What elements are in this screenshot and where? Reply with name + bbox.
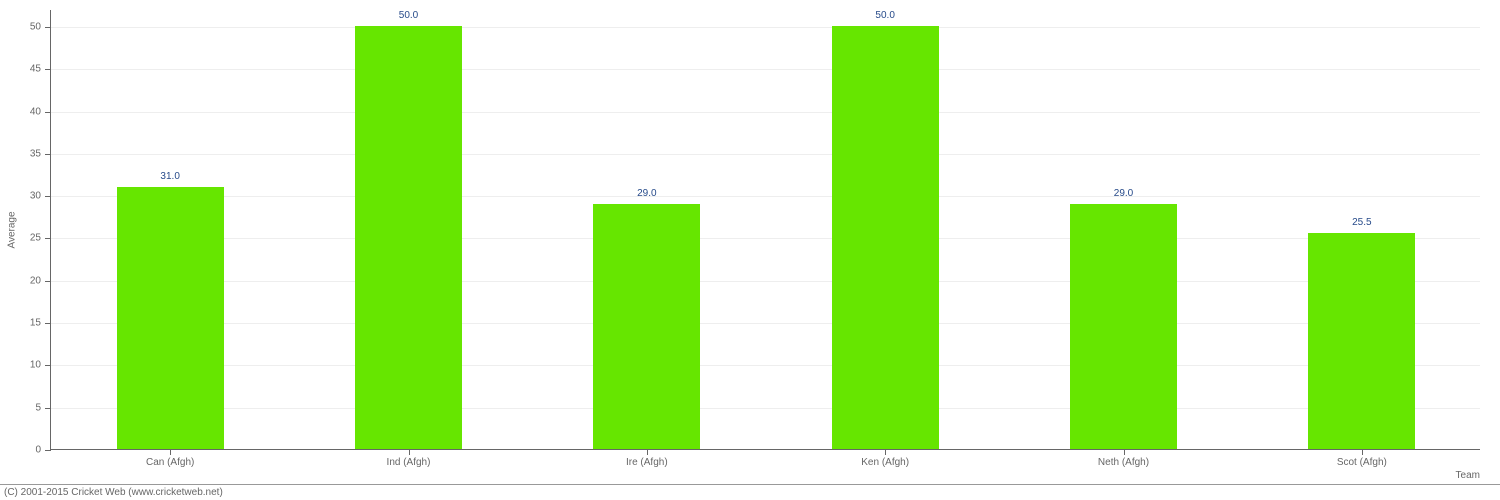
x-tick-label: Neth (Afgh) xyxy=(1098,457,1149,468)
grid-line xyxy=(51,196,1480,197)
x-tick xyxy=(1362,449,1363,455)
grid-line xyxy=(51,281,1480,282)
x-tick-label: Scot (Afgh) xyxy=(1337,457,1387,468)
copyright-footer: (C) 2001-2015 Cricket Web (www.cricketwe… xyxy=(0,484,1500,500)
x-axis-title: Team xyxy=(1456,470,1480,481)
y-tick-label: 45 xyxy=(30,64,41,75)
bar-chart: 0510152025303540455031.0Can (Afgh)50.0In… xyxy=(50,10,1480,450)
copyright-text: (C) 2001-2015 Cricket Web (www.cricketwe… xyxy=(4,487,223,498)
y-tick xyxy=(45,69,51,70)
bar-value-label: 29.0 xyxy=(1114,188,1133,199)
y-tick xyxy=(45,323,51,324)
bar xyxy=(355,26,462,449)
x-tick xyxy=(885,449,886,455)
grid-line xyxy=(51,365,1480,366)
y-tick-label: 0 xyxy=(35,445,41,456)
y-axis-title: Average xyxy=(7,211,18,248)
grid-line xyxy=(51,323,1480,324)
grid-line xyxy=(51,408,1480,409)
x-tick-label: Ken (Afgh) xyxy=(861,457,909,468)
plot-area: 0510152025303540455031.0Can (Afgh)50.0In… xyxy=(50,10,1480,450)
bar-value-label: 50.0 xyxy=(875,10,894,21)
y-tick-label: 15 xyxy=(30,318,41,329)
y-tick xyxy=(45,365,51,366)
x-tick-label: Ind (Afgh) xyxy=(387,457,431,468)
x-tick-label: Can (Afgh) xyxy=(146,457,194,468)
bar xyxy=(832,26,939,449)
grid-line xyxy=(51,69,1480,70)
bar xyxy=(1308,233,1415,449)
y-tick xyxy=(45,450,51,451)
bar xyxy=(117,187,224,449)
y-tick xyxy=(45,408,51,409)
y-tick-label: 10 xyxy=(30,360,41,371)
y-tick xyxy=(45,154,51,155)
y-tick xyxy=(45,112,51,113)
x-tick xyxy=(1124,449,1125,455)
grid-line xyxy=(51,154,1480,155)
grid-line xyxy=(51,27,1480,28)
y-tick xyxy=(45,196,51,197)
y-tick-label: 20 xyxy=(30,275,41,286)
y-tick xyxy=(45,281,51,282)
y-tick-label: 30 xyxy=(30,191,41,202)
bar xyxy=(593,204,700,449)
x-tick-label: Ire (Afgh) xyxy=(626,457,668,468)
bar-value-label: 31.0 xyxy=(160,171,179,182)
y-tick-label: 25 xyxy=(30,233,41,244)
y-tick xyxy=(45,27,51,28)
grid-line xyxy=(51,112,1480,113)
bar-value-label: 50.0 xyxy=(399,10,418,21)
y-tick-label: 5 xyxy=(35,402,41,413)
grid-line xyxy=(51,238,1480,239)
y-tick-label: 35 xyxy=(30,148,41,159)
y-tick-label: 50 xyxy=(30,21,41,32)
x-tick xyxy=(170,449,171,455)
y-tick-label: 40 xyxy=(30,106,41,117)
bar-value-label: 25.5 xyxy=(1352,217,1371,228)
y-tick xyxy=(45,238,51,239)
x-tick xyxy=(409,449,410,455)
x-tick xyxy=(647,449,648,455)
bar xyxy=(1070,204,1177,449)
bar-value-label: 29.0 xyxy=(637,188,656,199)
